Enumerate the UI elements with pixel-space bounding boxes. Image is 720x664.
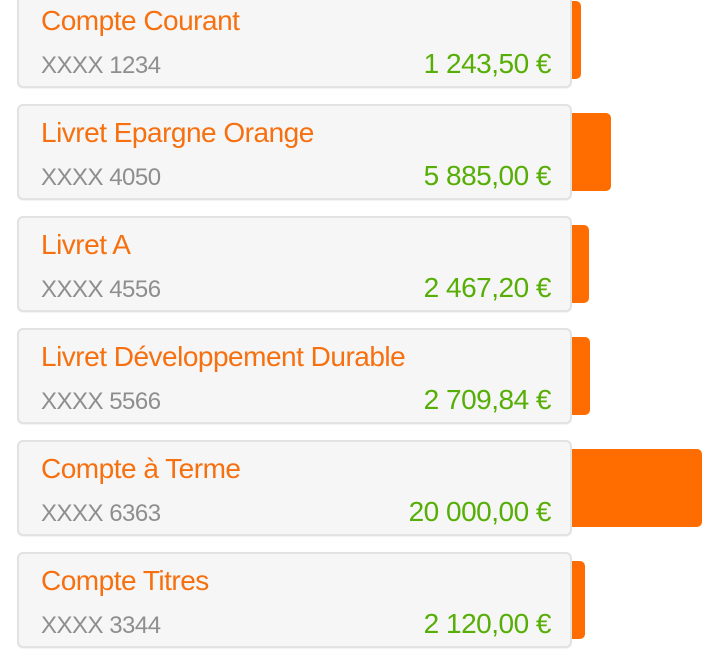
account-number: XXXX 6363 — [41, 500, 161, 527]
account-list: Compte Courant XXXX 1234 1 243,50 € Livr… — [17, 0, 720, 664]
account-name: Compte à Terme — [41, 453, 241, 484]
account-balance: 2 467,20 € — [423, 272, 552, 303]
account-row: Compte Courant XXXX 1234 1 243,50 € — [17, 0, 581, 88]
account-balance: 1 243,50 € — [423, 48, 552, 79]
account-card[interactable]: Compte Courant XXXX 1234 1 243,50 € — [17, 0, 572, 88]
account-name: Compte Titres — [41, 565, 209, 596]
account-name: Livret A — [41, 229, 131, 260]
account-number: XXXX 4556 — [41, 276, 161, 303]
account-balance: 2 709,84 € — [423, 384, 552, 415]
account-name: Compte Courant — [41, 5, 240, 36]
account-number: XXXX 5566 — [41, 388, 161, 415]
account-card[interactable]: Compte à Terme XXXX 6363 20 000,00 € — [17, 440, 572, 536]
account-name: Livret Epargne Orange — [41, 117, 314, 148]
account-card[interactable]: Livret Epargne Orange XXXX 4050 5 885,00… — [17, 104, 572, 200]
account-number: XXXX 4050 — [41, 164, 161, 191]
account-number: XXXX 1234 — [41, 52, 161, 79]
account-number: XXXX 3344 — [41, 612, 161, 639]
account-row: Livret Développement Durable XXXX 5566 2… — [17, 328, 590, 424]
account-balance: 2 120,00 € — [423, 608, 552, 639]
account-row: Livret Epargne Orange XXXX 4050 5 885,00… — [17, 104, 611, 200]
account-card[interactable]: Livret Développement Durable XXXX 5566 2… — [17, 328, 572, 424]
account-card[interactable]: Livret A XXXX 4556 2 467,20 € — [17, 216, 572, 312]
account-balance: 20 000,00 € — [408, 496, 552, 527]
account-row: Livret A XXXX 4556 2 467,20 € — [17, 216, 589, 312]
balance-bar — [562, 449, 702, 527]
account-row: Compte Titres XXXX 3344 2 120,00 € — [17, 552, 585, 648]
account-row: Compte à Terme XXXX 6363 20 000,00 € — [17, 440, 702, 536]
account-card[interactable]: Compte Titres XXXX 3344 2 120,00 € — [17, 552, 572, 648]
account-balance: 5 885,00 € — [423, 160, 552, 191]
account-name: Livret Développement Durable — [41, 341, 406, 372]
